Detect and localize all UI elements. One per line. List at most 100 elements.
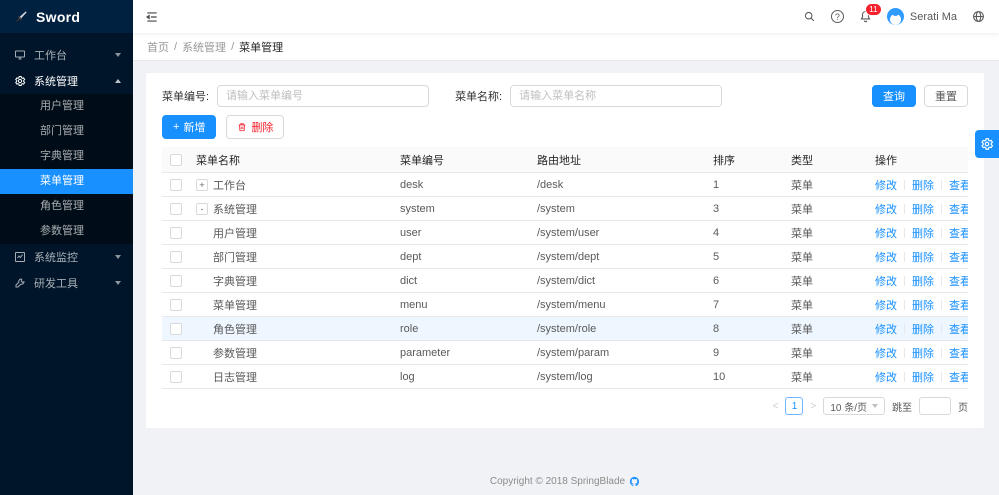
sidebar-item-label: 工作台: [34, 50, 67, 62]
delete-link[interactable]: 删除: [912, 203, 934, 216]
breadcrumb-home[interactable]: 首页: [147, 41, 169, 54]
row-checkbox[interactable]: [170, 274, 182, 287]
user-menu[interactable]: Serati Ma: [886, 8, 957, 25]
view-link[interactable]: 查看: [949, 347, 968, 360]
delete-link[interactable]: 删除: [912, 251, 934, 264]
edit-link[interactable]: 修改: [875, 227, 897, 240]
delete-link[interactable]: 删除: [912, 347, 934, 360]
row-checkbox[interactable]: [170, 226, 182, 239]
menu-code-cell: menu: [400, 298, 428, 311]
header-actions: ? 11 Serati Ma: [803, 3, 985, 25]
jump-page-input[interactable]: [919, 397, 951, 415]
settings-panel-button[interactable]: [975, 130, 999, 158]
edit-link[interactable]: 修改: [875, 275, 897, 288]
edit-link[interactable]: 修改: [875, 251, 897, 264]
help-icon[interactable]: ?: [830, 10, 844, 23]
row-actions-cell: 修改 删除 查看: [871, 345, 968, 361]
notifications-bell[interactable]: 11: [859, 3, 882, 23]
delete-link[interactable]: 删除: [912, 275, 934, 288]
search-button[interactable]: 查询: [872, 85, 916, 107]
select-all-cell: [162, 153, 190, 166]
delete-button[interactable]: 删除: [226, 115, 285, 139]
edit-link[interactable]: 修改: [875, 371, 897, 384]
search-icon[interactable]: [803, 10, 816, 23]
view-link[interactable]: 查看: [949, 179, 968, 192]
page-number[interactable]: 1: [785, 397, 804, 415]
delete-link[interactable]: 删除: [912, 323, 934, 336]
row-checkbox[interactable]: [170, 322, 182, 335]
sidebar-item-dictionary[interactable]: 字典管理: [40, 150, 84, 162]
table-row: 菜单管理 menu/system/menu 7 菜单 修改 删除 查看: [162, 293, 968, 317]
menu-code-input[interactable]: [217, 85, 430, 107]
top-header: ? 11 Serati Ma: [133, 0, 999, 33]
add-button[interactable]: + 新增: [162, 115, 217, 139]
page-size-select[interactable]: 10 条/页: [823, 397, 885, 415]
edit-link[interactable]: 修改: [875, 179, 897, 192]
filter-bar: 菜单编号: 菜单名称: 查询 重置: [162, 85, 968, 107]
github-icon: [629, 476, 640, 487]
view-link[interactable]: 查看: [949, 371, 968, 384]
page-size-value: 10 条/页: [830, 402, 867, 414]
menu-name: 参数管理: [213, 347, 257, 360]
edit-link[interactable]: 修改: [875, 347, 897, 360]
view-link[interactable]: 查看: [949, 299, 968, 312]
expand-toggle-icon[interactable]: -: [196, 202, 208, 215]
logo[interactable]: Sword: [0, 0, 133, 33]
sidebar-item-label: 系统监控: [34, 252, 78, 264]
sort-cell: 4: [713, 226, 720, 239]
edit-link[interactable]: 修改: [875, 299, 897, 312]
row-actions-cell: 修改 删除 查看: [871, 177, 968, 193]
type-cell: 菜单: [791, 347, 813, 360]
next-page-icon[interactable]: >: [810, 400, 817, 412]
menu-code-cell: system: [400, 202, 435, 215]
delete-link[interactable]: 删除: [912, 371, 934, 384]
prev-page-icon[interactable]: <: [772, 400, 779, 412]
delete-link[interactable]: 删除: [912, 179, 934, 192]
sidebar-item-monitor[interactable]: 系统监控: [0, 244, 133, 270]
view-link[interactable]: 查看: [949, 203, 968, 216]
sidebar-item-workbench[interactable]: 工作台: [0, 42, 133, 68]
select-all-checkbox[interactable]: [170, 153, 182, 166]
column-header-path: 路由地址: [537, 154, 581, 167]
breadcrumb-system[interactable]: 系统管理: [182, 41, 227, 54]
menu-name-cell: 参数管理: [190, 345, 396, 361]
sidebar-item-devtools[interactable]: 研发工具: [0, 270, 133, 296]
sidebar-item-system[interactable]: 系统管理: [0, 68, 133, 94]
desktop-icon: [14, 49, 26, 61]
view-link[interactable]: 查看: [949, 227, 968, 240]
sidebar-item-departments[interactable]: 部门管理: [40, 125, 84, 137]
view-link[interactable]: 查看: [949, 251, 968, 264]
chevron-down-icon: [115, 255, 121, 259]
edit-link[interactable]: 修改: [875, 203, 897, 216]
menu-fold-icon[interactable]: [145, 10, 159, 24]
sidebar-item-menus[interactable]: 菜单管理: [0, 169, 133, 194]
row-checkbox[interactable]: [170, 298, 182, 311]
globe-icon[interactable]: [972, 10, 985, 23]
row-checkbox[interactable]: [170, 250, 182, 263]
add-button-label: 新增: [183, 122, 206, 134]
menu-name-input[interactable]: [510, 85, 723, 107]
table-row: 参数管理 parameter/system/param 9 菜单 修改 删除 查看: [162, 341, 968, 365]
menu-name-cell: 用户管理: [190, 225, 396, 241]
menu-name-cell: 日志管理: [190, 369, 396, 385]
sidebar-item-users[interactable]: 用户管理: [40, 100, 84, 112]
delete-link[interactable]: 删除: [912, 227, 934, 240]
sidebar-item-parameters[interactable]: 参数管理: [40, 225, 84, 237]
row-select-cell: [162, 178, 190, 191]
breadcrumb-current: 菜单管理: [239, 41, 284, 54]
edit-link[interactable]: 修改: [875, 323, 897, 336]
sidebar-item-roles[interactable]: 角色管理: [40, 200, 84, 212]
reset-button[interactable]: 重置: [924, 85, 968, 107]
expand-toggle-icon[interactable]: +: [196, 178, 208, 191]
delete-link[interactable]: 删除: [912, 299, 934, 312]
menu-management-card: 菜单编号: 菜单名称: 查询 重置 + 新增: [146, 73, 984, 428]
column-header-name: 菜单名称: [196, 154, 240, 167]
view-link[interactable]: 查看: [949, 323, 968, 336]
plus-icon: +: [173, 121, 180, 133]
row-checkbox[interactable]: [170, 370, 182, 383]
menu-name: 角色管理: [213, 323, 257, 336]
row-checkbox[interactable]: [170, 202, 182, 215]
view-link[interactable]: 查看: [949, 275, 968, 288]
row-checkbox[interactable]: [170, 346, 182, 359]
row-checkbox[interactable]: [170, 178, 182, 191]
